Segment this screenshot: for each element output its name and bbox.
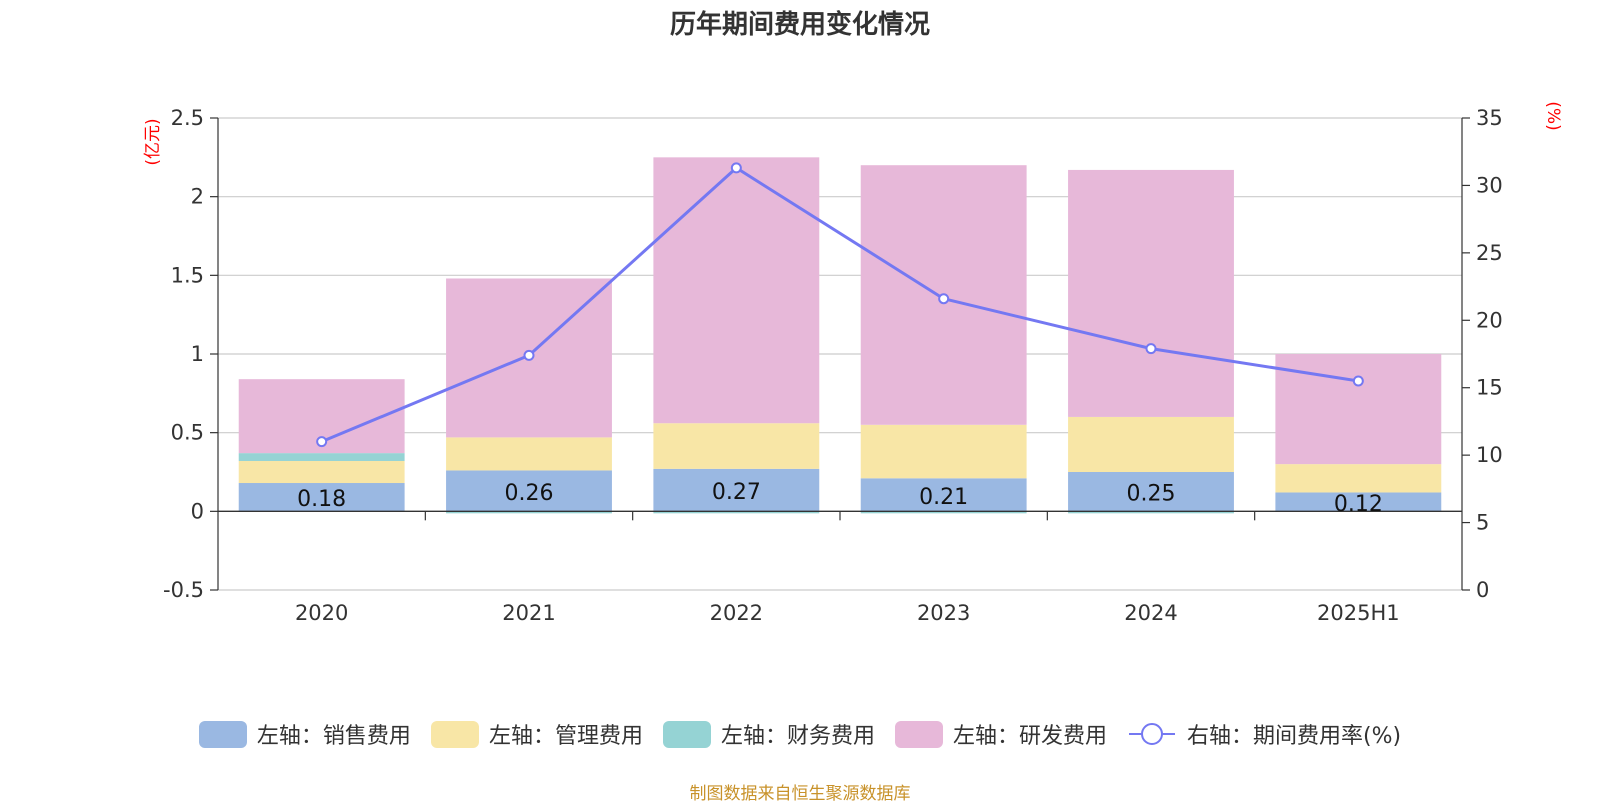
x-category-label: 2022 <box>710 601 763 625</box>
y-left-tick-label: 1.5 <box>171 263 204 287</box>
y-right-tick-label: 25 <box>1476 241 1503 265</box>
y-left-tick-label: -0.5 <box>163 578 204 602</box>
bar-value-label: 0.18 <box>297 487 346 512</box>
bar-admin <box>1275 464 1442 493</box>
x-category-label: 2020 <box>295 601 348 625</box>
bar-finance <box>446 511 612 514</box>
bar-value-label: 0.12 <box>1334 492 1383 517</box>
y-right-tick-label: 5 <box>1476 511 1489 535</box>
bar-sales <box>860 478 1027 512</box>
legend-label: 左轴：销售费用 <box>256 724 411 749</box>
y-right-tick-label: 0 <box>1476 578 1489 602</box>
y-right-tick-label: 30 <box>1476 173 1503 197</box>
rate-point <box>523 349 535 361</box>
bar-rnd <box>1068 169 1234 417</box>
y-right-unit: (%) <box>1543 101 1563 130</box>
rate-point <box>730 162 742 174</box>
y-left-tick-label: 2.5 <box>171 106 204 130</box>
legend-swatch <box>198 720 247 748</box>
y-left-tick-label: 0 <box>191 499 204 523</box>
y-left-tick-label: 2 <box>191 185 204 209</box>
bar-admin <box>860 424 1027 479</box>
source-note: 制图数据来自恒生聚源数据库 <box>689 784 911 804</box>
bar-sales <box>1068 472 1234 512</box>
bar-value-label: 0.27 <box>712 480 761 505</box>
legend-label: 左轴：管理费用 <box>488 724 643 749</box>
bar-sales <box>1275 492 1442 512</box>
legend-item[interactable]: 左轴：管理费用 <box>430 718 643 750</box>
legend-swatch <box>662 720 711 748</box>
bar-admin <box>238 460 405 484</box>
rate-point <box>938 293 950 305</box>
bar-sales <box>446 470 612 512</box>
bar-value-label: 0.21 <box>919 485 968 510</box>
bar-finance <box>1068 511 1234 514</box>
bar-finance <box>860 511 1027 514</box>
rate-line <box>321 166 1359 444</box>
bar-rnd <box>653 157 820 424</box>
y-right-tick-label: 10 <box>1476 443 1503 467</box>
bar-admin <box>1068 416 1234 472</box>
legend-swatch <box>894 720 943 748</box>
chart-title: 历年期间费用变化情况 <box>669 10 930 40</box>
legend: 左轴：销售费用 左轴：管理费用 左轴：财务费用 左轴：研发费用 右轴：期间费用率(%) <box>0 718 1600 750</box>
bar-value-label: 0.26 <box>505 481 554 506</box>
bar-value-label: 0.25 <box>1127 482 1176 507</box>
legend-label: 左轴：研发费用 <box>952 724 1107 749</box>
legend-swatch <box>430 720 479 748</box>
legend-label: 左轴：财务费用 <box>720 724 875 749</box>
legend-label: 右轴：期间费用率(%) <box>1186 724 1402 749</box>
line-circle-icon <box>1128 723 1175 745</box>
y-right-tick-label: 20 <box>1476 308 1503 332</box>
legend-item[interactable]: 左轴：财务费用 <box>662 718 875 750</box>
x-category-label: 2023 <box>917 601 970 625</box>
y-right-tick-label: 15 <box>1476 376 1503 400</box>
legend-item[interactable]: 左轴：研发费用 <box>894 718 1107 750</box>
rate-point <box>1145 343 1157 355</box>
legend-item[interactable]: 右轴：期间费用率(%) <box>1127 718 1401 750</box>
rate-point <box>316 436 328 448</box>
rate-point <box>1352 375 1364 387</box>
x-category-label: 2025H1 <box>1317 601 1400 625</box>
bar-admin <box>446 437 612 471</box>
x-category-label: 2024 <box>1124 601 1177 625</box>
bar-sales <box>653 468 820 512</box>
bar-admin <box>653 423 820 469</box>
y-left-unit: (亿元) <box>143 118 163 165</box>
bar-sales <box>238 483 405 512</box>
y-left-tick-label: 0.5 <box>171 421 204 445</box>
bar-finance <box>238 453 405 461</box>
bar-finance <box>653 511 820 514</box>
y-left-tick-label: 1 <box>191 342 204 366</box>
legend-item[interactable]: 左轴：销售费用 <box>198 718 411 750</box>
y-right-tick-label: 35 <box>1476 106 1503 130</box>
x-category-label: 2021 <box>502 601 555 625</box>
